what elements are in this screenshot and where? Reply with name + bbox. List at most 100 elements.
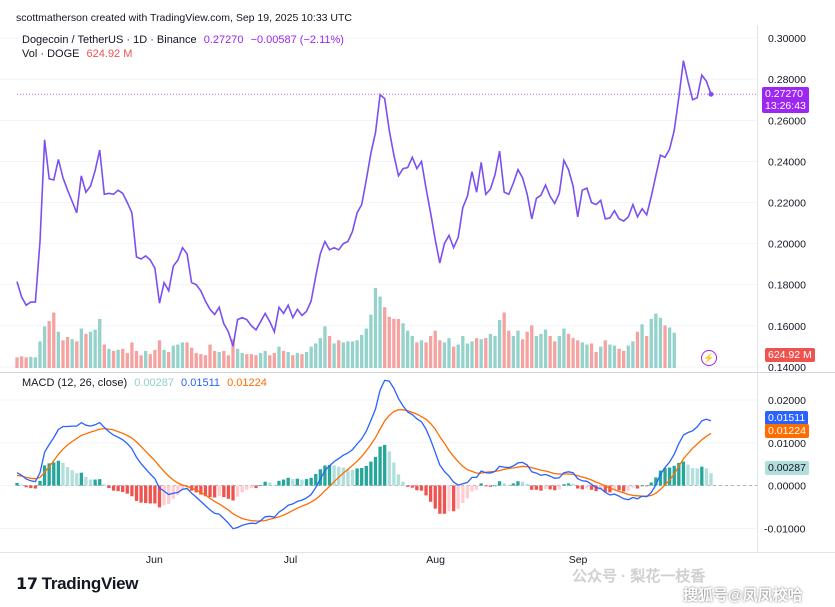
volume-bar [548, 336, 552, 368]
tv-logo-icon: 𝟭𝟳 [16, 576, 38, 593]
symbol-line: Dogecoin / TetherUS · 1D · Binance 0.272… [22, 34, 344, 46]
volume-bar [245, 354, 249, 368]
volume-bar [93, 329, 97, 368]
macd-hist-bar [681, 461, 686, 486]
volume-bar [645, 336, 649, 368]
macd-hist-bar [415, 485, 419, 491]
volume-bar [438, 340, 442, 368]
volume-bar [553, 341, 557, 368]
macd-hist-bar [709, 473, 713, 486]
macd-hist-bar [539, 485, 543, 491]
macd-hist-bar [566, 483, 571, 486]
macd-hist-bar [116, 485, 120, 492]
volume-bar [378, 296, 382, 368]
macd-hist-bar [194, 485, 198, 493]
macd-hist-bar [314, 473, 318, 486]
macd-hist-bar [470, 485, 474, 492]
volume-bar [474, 338, 479, 368]
price-tick-label: 0.30000 [768, 33, 806, 45]
volume-bar [189, 347, 194, 368]
macd-hist-bar [383, 444, 387, 486]
price-tag-countdown: 13:26:43 [765, 100, 806, 112]
macd-hist-bar [222, 485, 226, 498]
volume-bar [520, 339, 525, 368]
macd-axis-tag: 0.01511 [765, 411, 809, 425]
macd-hist-bar [557, 485, 561, 490]
volume-bar [396, 318, 401, 368]
macd-line-header: MACD (12, 26, close) 0.00287 0.01511 0.0… [22, 377, 267, 389]
macd-hist-bar [667, 467, 672, 486]
macd-hist-bar [24, 485, 28, 488]
macd-hist-bar [488, 485, 493, 487]
macd-hist-bar [199, 485, 203, 495]
price-tick-label: 0.28000 [768, 74, 806, 86]
price-change: −0.00587 (−2.11%) [250, 34, 344, 46]
price-tick-label: 0.16000 [768, 321, 806, 333]
macd-hist-bar [139, 485, 143, 503]
macd-hist-bar [608, 485, 612, 493]
macd-hist-bar [56, 460, 61, 486]
volume-bar [286, 352, 290, 368]
volume-bar [277, 346, 281, 368]
volume-bar [387, 316, 391, 368]
volume-bar [88, 331, 93, 368]
alert-bolt-icon[interactable]: ⚡ [701, 350, 717, 366]
volume-bar [576, 340, 580, 368]
volume-bar [107, 348, 111, 368]
macd-hist-bar [373, 456, 378, 486]
macd-hist-bar [695, 468, 699, 486]
volume-bar [176, 344, 180, 368]
macd-hist-bar [318, 469, 322, 486]
macd-hist-bar [461, 485, 465, 504]
volume-bar [360, 334, 364, 368]
macd-hist-bar [433, 485, 437, 509]
series-lines [16, 60, 757, 530]
volume-bar [203, 355, 208, 368]
macd-hist-bar [258, 485, 263, 486]
macd-histogram [15, 444, 713, 514]
symbol-name[interactable]: Dogecoin / TetherUS · 1D · Binance [22, 34, 197, 46]
volume-bar [635, 331, 640, 368]
volume-bar [649, 318, 653, 368]
volume-bar [451, 346, 456, 368]
macd-hist-bar [525, 483, 529, 486]
volume-bar [263, 350, 267, 368]
volume-label[interactable]: Vol · DOGE [22, 48, 80, 60]
macd-hist-bar [245, 485, 249, 490]
volume-bar [580, 342, 584, 368]
macd-label[interactable]: MACD (12, 26, close) [22, 377, 128, 389]
macd-hist-bar [663, 467, 667, 486]
macd-hist-bar [364, 465, 368, 486]
macd-tick-label: 0.01000 [768, 438, 806, 450]
volume-bar [268, 355, 272, 368]
macd-hist-bar [346, 469, 350, 486]
volume-bar [585, 344, 589, 368]
volume-bar [102, 344, 106, 368]
macd-hist-bar [677, 462, 681, 486]
macd-hist-bar [291, 479, 295, 486]
volume-bar [562, 328, 566, 368]
last-price-marker [708, 91, 714, 97]
volume-bar [281, 350, 286, 368]
volume-bar [162, 349, 166, 368]
macd-hist-bar [589, 485, 594, 490]
macd-hist-bar [534, 485, 539, 490]
macd-hist-bar [19, 484, 24, 486]
macd-hist-bar [520, 481, 525, 486]
tradingview-logo[interactable]: 𝟭𝟳 TradingView [16, 574, 139, 594]
macd-hist-bar [622, 485, 626, 492]
volume-bar [428, 336, 433, 368]
volume-bar [318, 338, 322, 368]
volume-bar [516, 330, 520, 368]
macd-hist-bar [65, 467, 70, 486]
volume-bar [594, 352, 598, 368]
macd-hist-bar [29, 485, 33, 489]
macd-hist-bar [410, 485, 414, 488]
macd-hist-bar [617, 485, 621, 491]
last-price: 0.27270 [203, 34, 244, 46]
macd-line-value: 0.01511 [181, 377, 220, 389]
macd-hist-bar [502, 483, 506, 486]
volume-bar [589, 343, 594, 368]
volume-bar [75, 341, 79, 368]
macd-hist-bar [217, 485, 221, 496]
